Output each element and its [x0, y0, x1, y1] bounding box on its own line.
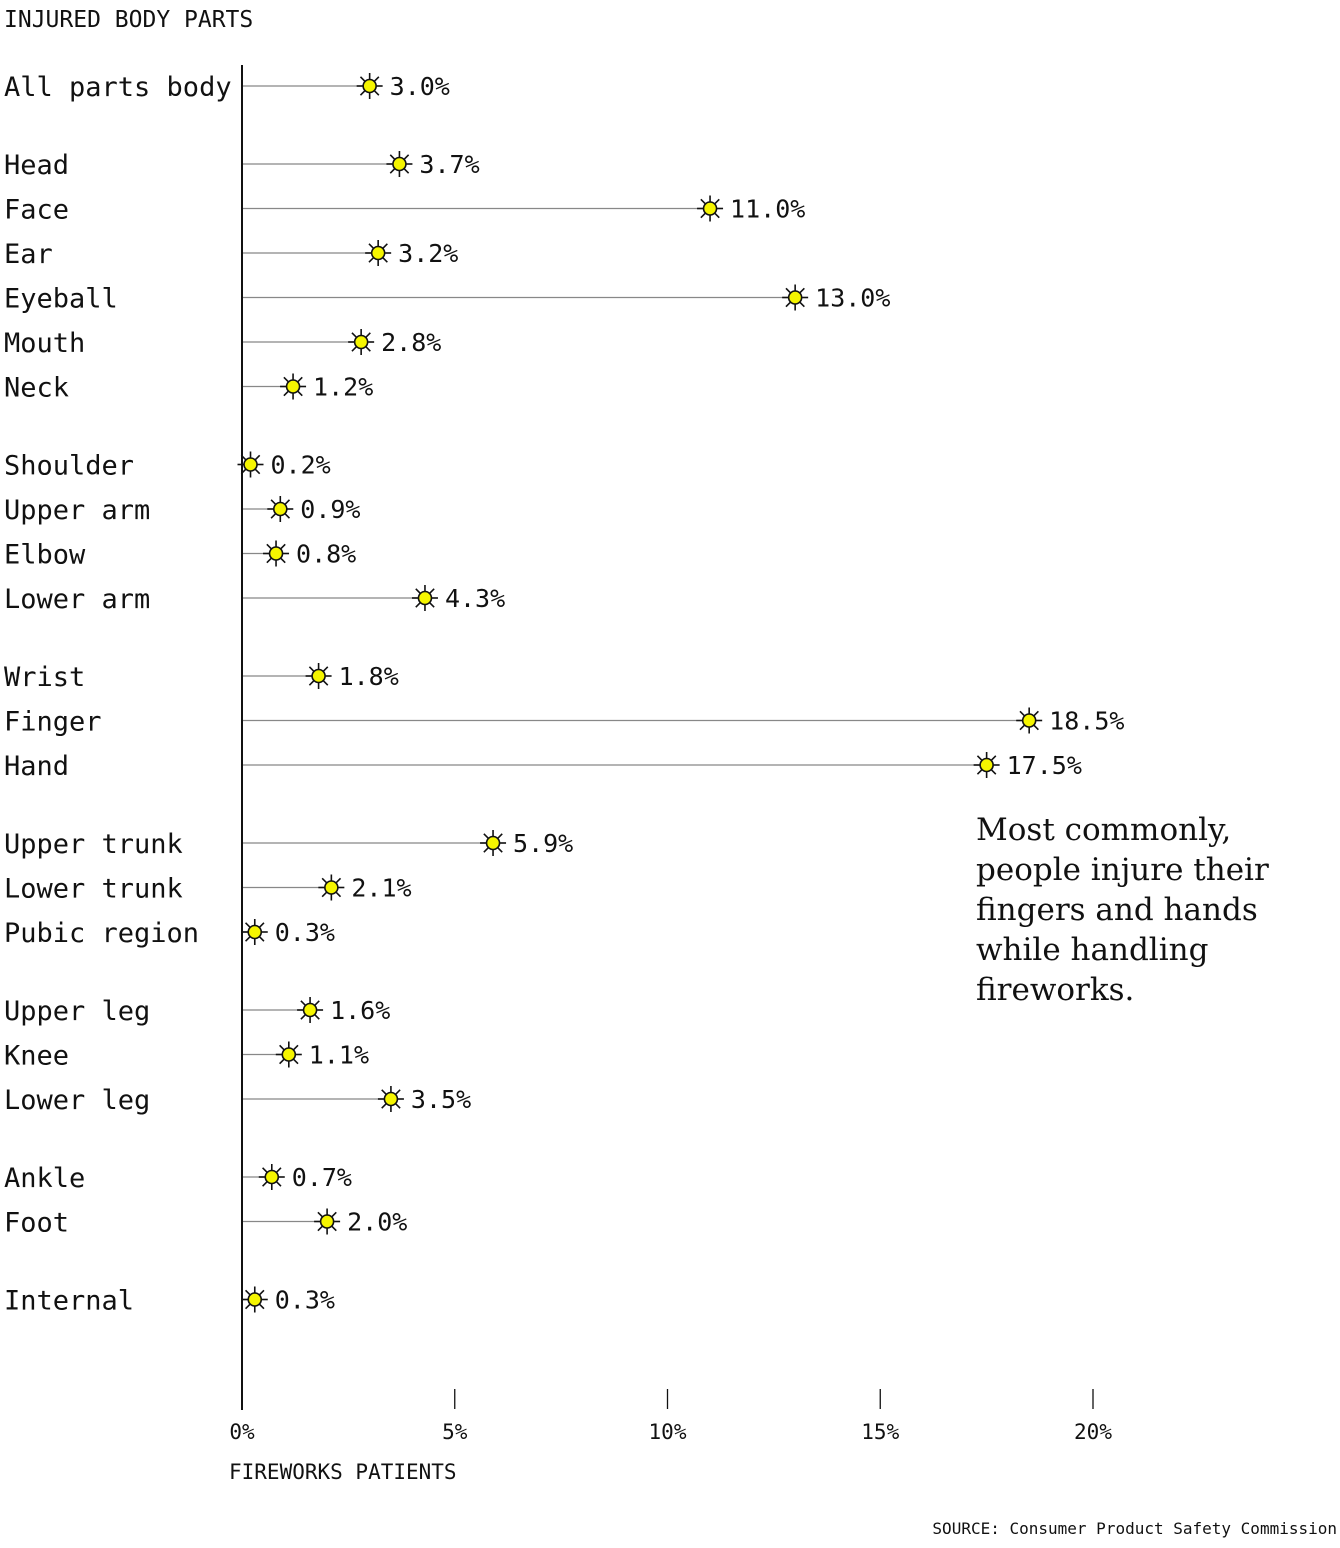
row-label: Ankle	[4, 1163, 85, 1194]
value-label: 3.5%	[411, 1085, 471, 1114]
spark-marker	[297, 997, 324, 1023]
source-note: SOURCE: Consumer Product Safety Commissi…	[932, 1519, 1337, 1538]
row-label: Foot	[4, 1208, 69, 1239]
x-tick-label: 15%	[861, 1420, 899, 1444]
value-label: 0.2%	[271, 451, 331, 480]
row-label: Lower trunk	[4, 874, 183, 905]
row-label: Lower arm	[4, 584, 150, 615]
value-label: 3.2%	[398, 239, 458, 268]
spark-marker	[1016, 707, 1043, 734]
value-label: 18.5%	[1049, 707, 1124, 736]
spark-marker	[280, 373, 307, 400]
row-label: Head	[4, 150, 69, 181]
value-label: 1.1%	[309, 1041, 369, 1070]
spark-marker	[782, 284, 809, 311]
spark-marker	[348, 329, 375, 355]
x-tick-label: 5%	[442, 1420, 468, 1444]
value-label: 0.7%	[292, 1163, 352, 1192]
row-label: Finger	[4, 707, 102, 738]
x-tick-label: 20%	[1074, 1420, 1112, 1444]
value-label: 2.8%	[381, 328, 441, 357]
value-label: 0.9%	[300, 495, 360, 524]
row-label: Neck	[4, 373, 69, 404]
spark-marker	[275, 1041, 302, 1068]
chart-annotation: Most commonly, people injure their finge…	[976, 812, 1269, 1008]
row-label: Face	[4, 195, 69, 226]
spark-marker	[241, 1286, 268, 1313]
row-label: Ear	[4, 239, 53, 270]
row-label: Knee	[4, 1041, 69, 1072]
spark-marker	[697, 195, 724, 222]
spark-marker	[314, 1208, 341, 1235]
x-tick-label: 10%	[649, 1420, 687, 1444]
x-axis-ticks: 0% 5% 10% 15% 20%	[229, 1389, 1112, 1444]
spark-marker	[386, 151, 413, 177]
row-label: Pubic region	[4, 918, 199, 949]
spark-marker	[305, 663, 332, 689]
row-label: Upper leg	[4, 996, 150, 1027]
spark-marker	[237, 451, 264, 478]
x-axis-title: FIREWORKS PATIENTS	[229, 1460, 457, 1484]
spark-marker	[411, 585, 438, 611]
value-label: 11.0%	[730, 195, 805, 224]
spark-marker	[318, 874, 345, 901]
row-label: Wrist	[4, 662, 85, 693]
value-label: 4.3%	[445, 584, 505, 613]
row-label: Mouth	[4, 328, 85, 359]
value-label: 5.9%	[513, 829, 573, 858]
row-label: Upper arm	[4, 495, 150, 526]
row-label: Lower leg	[4, 1085, 150, 1116]
rows-layer: All parts body 3.0% Head 3.7% Face 11.0% Ear 3.…	[4, 72, 1124, 1317]
spark-marker	[365, 240, 392, 266]
value-label: 1.8%	[339, 662, 399, 691]
value-label: 0.8%	[296, 540, 356, 569]
row-label: Elbow	[4, 540, 86, 571]
x-tick-label: 0%	[229, 1420, 255, 1444]
spark-marker	[973, 752, 1000, 778]
spark-marker	[267, 496, 294, 522]
row-label: Upper trunk	[4, 829, 183, 860]
spark-marker	[356, 73, 383, 99]
spark-marker	[377, 1086, 404, 1112]
row-label: Eyeball	[4, 284, 118, 315]
value-label: 3.7%	[419, 150, 479, 179]
spark-marker	[480, 830, 507, 856]
row-label: Internal	[4, 1286, 134, 1317]
spark-marker	[258, 1164, 285, 1190]
value-label: 17.5%	[1007, 751, 1082, 780]
row-label: Hand	[4, 751, 69, 782]
row-label: All parts body	[4, 72, 232, 103]
row-label: Shoulder	[4, 451, 134, 482]
value-label: 2.0%	[347, 1208, 407, 1237]
spark-marker	[241, 919, 268, 945]
value-label: 1.6%	[330, 996, 390, 1025]
value-label: 3.0%	[390, 72, 450, 101]
value-label: 2.1%	[351, 874, 411, 903]
value-label: 0.3%	[275, 918, 335, 947]
value-label: 13.0%	[815, 284, 890, 313]
spark-marker	[263, 540, 290, 567]
value-label: 1.2%	[313, 373, 373, 402]
chart-title: INJURED BODY PARTS	[4, 7, 253, 33]
value-label: 0.3%	[275, 1286, 335, 1315]
